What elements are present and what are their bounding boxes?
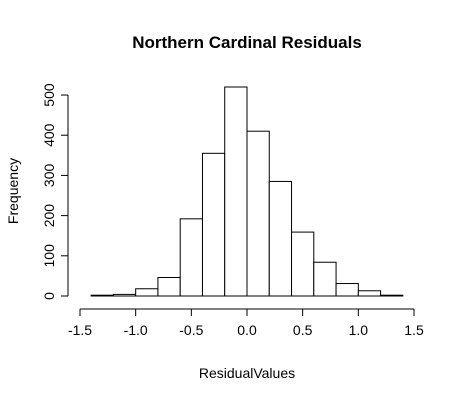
histogram-bar (335, 283, 359, 297)
chart-title: Northern Cardinal Residuals (132, 33, 362, 52)
histogram-bar (246, 130, 270, 297)
y-tick-label: 200 (41, 204, 57, 228)
histogram-bar (157, 277, 181, 297)
histogram-bar (201, 152, 226, 297)
y-tick-label: 300 (41, 164, 57, 188)
x-tick-label: -1.5 (68, 322, 92, 338)
histogram-bar (179, 218, 203, 297)
x-tick-label: 0.0 (237, 322, 257, 338)
x-tick-label: 0.5 (293, 322, 313, 338)
histogram-bar (268, 180, 293, 297)
x-axis: -1.5 -1.0 -0.5 0.0 0.5 1.0 1.5 (68, 308, 424, 338)
histogram-bar (135, 288, 159, 297)
y-tick-label: 100 (41, 244, 57, 268)
histogram-bar (380, 294, 404, 297)
y-tick-label: 0 (41, 292, 57, 300)
y-axis-label: Frequency (5, 158, 21, 224)
x-tick-label: 1.5 (404, 322, 424, 338)
histogram-bar (313, 261, 337, 297)
x-tick-label: 1.0 (349, 322, 369, 338)
histogram-bar (112, 293, 137, 297)
histogram-bar (224, 86, 248, 297)
y-tick-label: 400 (41, 123, 57, 147)
bars-group (90, 86, 404, 297)
histogram-bar (90, 294, 114, 297)
histogram-bar (357, 290, 382, 297)
histogram-bar (291, 231, 315, 297)
y-axis: 0 100 200 300 400 500 (41, 83, 69, 300)
y-tick-label: 500 (41, 83, 57, 107)
x-axis-label: ResidualValues (199, 365, 295, 381)
x-tick-label: -1.0 (124, 322, 148, 338)
x-tick-label: -0.5 (179, 322, 203, 338)
